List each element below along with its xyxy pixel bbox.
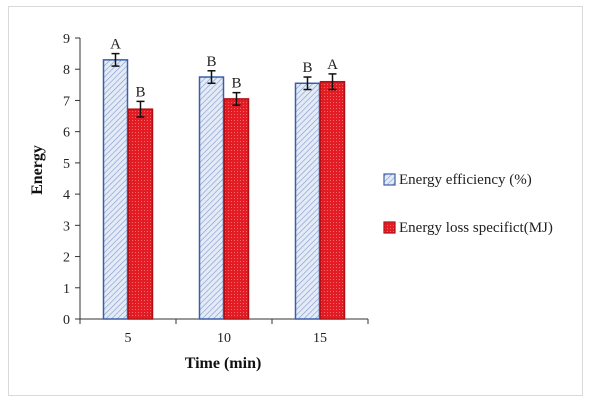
- legend-label-series-2: Energy loss specifict(MJ): [399, 220, 553, 236]
- y-tick-label: 1: [63, 282, 70, 297]
- x-tick-label: 5: [125, 331, 132, 346]
- legend-label-series-1: Energy efficiency (%): [399, 172, 532, 188]
- bar-series-2: [319, 80, 346, 320]
- x-axis: 5 10 15: [79, 318, 369, 346]
- legend: Energy efficiency (%) Energy loss specifi…: [383, 172, 553, 236]
- y-axis: 0 1 2 3 4 5 6 7 8 9: [63, 32, 81, 328]
- y-tick-label: 7: [63, 94, 70, 109]
- bar-series-1: [294, 82, 321, 320]
- legend-swatch-series-2: [383, 221, 396, 234]
- y-tick-label: 3: [63, 219, 70, 234]
- y-tick-label: 0: [63, 313, 70, 328]
- y-tick-label: 8: [63, 63, 70, 78]
- significance-label: B: [302, 60, 312, 76]
- significance-label: A: [327, 57, 338, 73]
- y-tick-label: 9: [63, 32, 70, 47]
- bar-series-1: [102, 59, 129, 320]
- legend-swatch-series-1: [383, 173, 396, 186]
- y-tick-label: 4: [63, 188, 70, 203]
- y-tick-label: 5: [63, 157, 70, 172]
- x-tick-label: 15: [313, 331, 327, 346]
- x-axis-title: Time (min): [185, 355, 262, 372]
- x-tick-label: 10: [217, 331, 231, 346]
- significance-label: B: [231, 76, 241, 92]
- bar-series-2: [127, 108, 154, 320]
- y-tick-label: 6: [63, 126, 70, 141]
- bar-series-2: [223, 98, 250, 320]
- bar-series-1: [198, 76, 225, 320]
- y-tick-label: 2: [63, 251, 70, 266]
- significance-label: B: [206, 54, 216, 70]
- significance-label: A: [110, 37, 121, 53]
- y-axis-title: Energy: [29, 145, 46, 195]
- significance-label: B: [135, 84, 145, 100]
